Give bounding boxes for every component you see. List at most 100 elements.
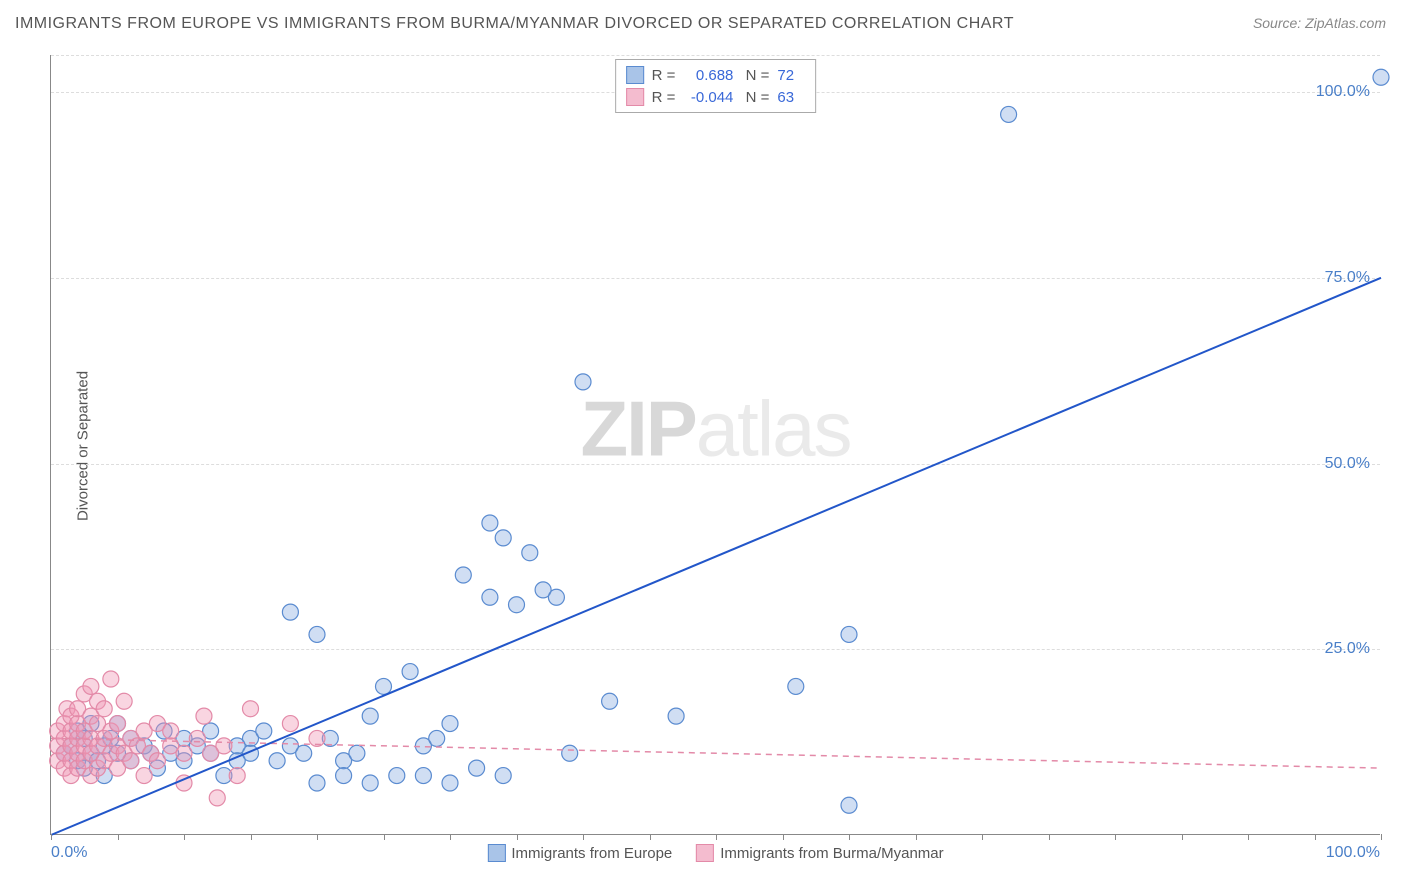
legend-row-burma: R = -0.044 N = 63	[626, 86, 806, 108]
data-point	[668, 708, 684, 724]
plot-area: ZIPatlas R = 0.688 N = 72 R = -0.044 N =…	[50, 55, 1380, 835]
legend-swatch-europe	[626, 66, 644, 84]
data-point	[296, 745, 312, 761]
data-point	[362, 708, 378, 724]
x-tick-mark	[583, 834, 584, 840]
data-point	[482, 589, 498, 605]
data-point	[176, 745, 192, 761]
n-value-europe: 72	[777, 67, 805, 84]
data-point	[243, 701, 259, 717]
y-tick-label: 75.0%	[1325, 269, 1370, 287]
source-attribution: Source: ZipAtlas.com	[1253, 15, 1386, 31]
data-point	[455, 567, 471, 583]
legend-row-europe: R = 0.688 N = 72	[626, 64, 806, 86]
series-legend: Immigrants from Europe Immigrants from B…	[487, 844, 943, 862]
r-value-europe: 0.688	[683, 67, 733, 84]
data-point	[96, 701, 112, 717]
x-tick-mark	[849, 834, 850, 840]
trend-line	[51, 278, 1381, 835]
chart-title: IMMIGRANTS FROM EUROPE VS IMMIGRANTS FRO…	[15, 15, 1014, 33]
data-point	[336, 768, 352, 784]
data-point	[136, 768, 152, 784]
x-tick-mark	[251, 834, 252, 840]
data-point	[149, 753, 165, 769]
r-label: R =	[652, 89, 676, 106]
data-point	[575, 374, 591, 390]
y-tick-label: 100.0%	[1316, 83, 1370, 101]
x-tick-mark	[517, 834, 518, 840]
x-axis-max-label: 100.0%	[1326, 844, 1380, 862]
data-point	[429, 730, 445, 746]
data-point	[482, 515, 498, 531]
n-label: N =	[741, 89, 769, 106]
x-tick-mark	[783, 834, 784, 840]
data-point	[256, 723, 272, 739]
data-point	[309, 775, 325, 791]
legend-item-europe: Immigrants from Europe	[487, 844, 672, 862]
data-point	[602, 693, 618, 709]
data-point	[349, 745, 365, 761]
x-tick-mark	[716, 834, 717, 840]
data-point	[163, 723, 179, 739]
data-point	[495, 530, 511, 546]
data-point	[509, 597, 525, 613]
data-point	[103, 671, 119, 687]
x-tick-mark	[1248, 834, 1249, 840]
data-point	[788, 678, 804, 694]
data-point	[1001, 106, 1017, 122]
x-tick-mark	[384, 834, 385, 840]
r-label: R =	[652, 67, 676, 84]
chart-svg	[51, 55, 1380, 834]
x-tick-mark	[916, 834, 917, 840]
x-tick-mark	[982, 834, 983, 840]
data-point	[522, 545, 538, 561]
data-point	[562, 745, 578, 761]
data-point	[216, 738, 232, 754]
legend-swatch-burma-icon	[696, 844, 714, 862]
data-point	[389, 768, 405, 784]
data-point	[282, 716, 298, 732]
data-point	[1373, 69, 1389, 85]
correlation-legend: R = 0.688 N = 72 R = -0.044 N = 63	[615, 59, 817, 113]
legend-swatch-burma	[626, 88, 644, 106]
data-point	[309, 626, 325, 642]
data-point	[116, 693, 132, 709]
x-tick-mark	[51, 834, 52, 840]
data-point	[83, 678, 99, 694]
x-tick-mark	[650, 834, 651, 840]
data-point	[269, 753, 285, 769]
y-tick-label: 25.0%	[1325, 640, 1370, 658]
data-point	[282, 604, 298, 620]
data-point	[229, 768, 245, 784]
x-tick-mark	[317, 834, 318, 840]
data-point	[841, 797, 857, 813]
x-tick-mark	[1182, 834, 1183, 840]
x-tick-mark	[450, 834, 451, 840]
legend-label-burma: Immigrants from Burma/Myanmar	[720, 845, 943, 862]
x-axis-min-label: 0.0%	[51, 844, 87, 862]
data-point	[189, 730, 205, 746]
data-point	[442, 716, 458, 732]
r-value-burma: -0.044	[683, 89, 733, 106]
n-label: N =	[741, 67, 769, 84]
data-point	[362, 775, 378, 791]
data-point	[376, 678, 392, 694]
y-tick-label: 50.0%	[1325, 455, 1370, 473]
legend-item-burma: Immigrants from Burma/Myanmar	[696, 844, 943, 862]
x-tick-mark	[1115, 834, 1116, 840]
data-point	[123, 753, 139, 769]
x-tick-mark	[118, 834, 119, 840]
x-tick-mark	[1381, 834, 1382, 840]
data-point	[415, 768, 431, 784]
data-point	[548, 589, 564, 605]
data-point	[196, 708, 212, 724]
data-point	[209, 790, 225, 806]
data-point	[495, 768, 511, 784]
legend-label-europe: Immigrants from Europe	[511, 845, 672, 862]
legend-swatch-europe-icon	[487, 844, 505, 862]
x-tick-mark	[1049, 834, 1050, 840]
x-tick-mark	[184, 834, 185, 840]
data-point	[841, 626, 857, 642]
n-value-burma: 63	[777, 89, 805, 106]
x-tick-mark	[1315, 834, 1316, 840]
